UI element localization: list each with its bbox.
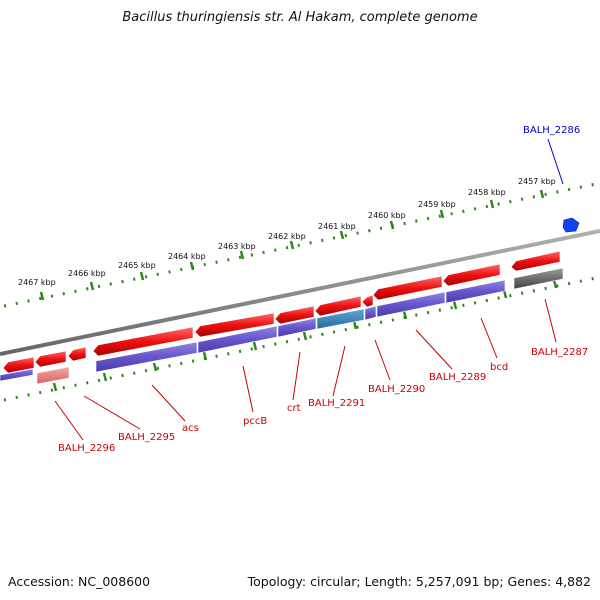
- gene-balh-2291-arrow[interactable]: [314, 295, 362, 317]
- scale-label: 2463 kbp: [218, 242, 256, 251]
- leader-balh-2296: [54, 400, 84, 441]
- gene-label-balh-2296[interactable]: BALH_2296: [58, 443, 115, 454]
- cds-edge[interactable]: [0, 368, 34, 382]
- cds-balh-2296-pseudo[interactable]: [36, 366, 70, 385]
- leader-crt: [292, 351, 301, 401]
- cds-track-lower: [0, 267, 564, 385]
- leader-balh-2286: [547, 138, 564, 185]
- gene-label-balh-2287[interactable]: BALH_2287: [531, 347, 588, 358]
- gene-label-balh-2290[interactable]: BALH_2290: [368, 384, 425, 395]
- gene-labels: BALH_2286 BALH_2287 bcd BALH_2289 BALH_2…: [58, 125, 588, 454]
- gene-crt-arrow[interactable]: [274, 305, 315, 325]
- gene-label-acs[interactable]: acs: [182, 423, 199, 434]
- leader-balh-2295: [83, 395, 141, 430]
- cds-balh-2289[interactable]: [376, 291, 446, 318]
- cds-bcd[interactable]: [445, 279, 506, 304]
- scale-label: 2461 kbp: [318, 222, 356, 231]
- leader-bcd: [480, 317, 498, 359]
- genome-title: Bacillus thuringiensis str. Al Hakam, co…: [122, 10, 478, 25]
- scale-label: 2459 kbp: [418, 200, 456, 209]
- cds-balh-2287[interactable]: [513, 267, 564, 290]
- cds-pccb[interactable]: [197, 325, 278, 354]
- gene-label-crt[interactable]: crt: [287, 403, 301, 414]
- gene-bcd-arrow[interactable]: [442, 263, 501, 287]
- gene-small-arrow[interactable]: [361, 294, 374, 308]
- scale-label: 2466 kbp: [68, 269, 106, 278]
- leader-pccb: [242, 365, 254, 413]
- gene-label-bcd[interactable]: bcd: [490, 362, 508, 373]
- scale-label: 2457 kbp: [518, 177, 556, 186]
- leader-acs: [151, 384, 186, 422]
- gene-edge-arrow[interactable]: [2, 356, 35, 374]
- cds-crt[interactable]: [277, 317, 317, 338]
- scale-label: 2465 kbp: [118, 261, 156, 270]
- gene-label-pccb[interactable]: pccB: [243, 416, 267, 427]
- gene-label-balh-2295[interactable]: BALH_2295: [118, 432, 175, 443]
- genome-summary-text: Topology: circular; Length: 5,257,091 bp…: [247, 574, 591, 589]
- cds-balh-2290[interactable]: [364, 305, 377, 321]
- scale-label: 2458 kbp: [468, 188, 506, 197]
- leader-balh-2291: [332, 345, 346, 397]
- gene-label-balh-2286[interactable]: BALH_2286: [523, 125, 580, 136]
- gene-balh-2287-arrow[interactable]: [510, 250, 561, 272]
- gene-balh-2295-arrow[interactable]: [67, 346, 87, 362]
- gene-balh-2296-arrow[interactable]: [34, 350, 67, 368]
- scale-labels: 2457 kbp 2458 kbp 2459 kbp 2460 kbp 2461…: [18, 177, 556, 287]
- gene-selected-balh-2286[interactable]: [562, 217, 580, 233]
- genome-backbone: [0, 229, 600, 356]
- gene-acs-arrow[interactable]: [92, 326, 194, 357]
- cds-balh-2291-highlight[interactable]: [316, 308, 365, 330]
- gene-label-balh-2289[interactable]: BALH_2289: [429, 372, 486, 383]
- leader-balh-2290: [374, 339, 391, 381]
- accession-text: Accession: NC_008600: [8, 574, 151, 589]
- scale-label: 2460 kbp: [368, 211, 406, 220]
- cds-acs[interactable]: [95, 341, 198, 373]
- scale-track-lower: [3, 276, 597, 402]
- gene-track-upper: [2, 217, 580, 374]
- gene-label-balh-2291[interactable]: BALH_2291: [308, 398, 365, 409]
- gene-pccb-arrow[interactable]: [194, 312, 275, 338]
- gene-balh-2289-arrow[interactable]: [372, 275, 443, 301]
- label-leaders: [54, 138, 564, 441]
- leader-balh-2289: [415, 329, 453, 370]
- scale-label: 2464 kbp: [168, 252, 206, 261]
- scale-label: 2462 kbp: [268, 232, 306, 241]
- scale-label: 2467 kbp: [18, 278, 56, 287]
- leader-balh-2287: [544, 298, 557, 343]
